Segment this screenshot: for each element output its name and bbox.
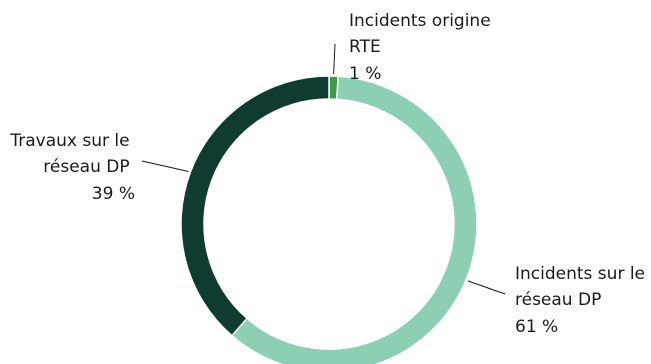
label-travaux-line-1: Travaux sur le <box>9 131 129 151</box>
label-incidents-reseau-line-1: Incidents sur le <box>515 264 645 284</box>
leader-incidents-reseau <box>467 280 506 295</box>
label-incidents-reseau-value: 61 % <box>515 317 558 337</box>
label-incidents-rte-line-2: RTE <box>349 37 381 57</box>
leader-lines-group <box>141 43 506 295</box>
label-incidents-reseau-line-2: réseau DP <box>515 290 601 310</box>
label-travaux: Travaux sur le réseau DP 39 % <box>9 131 135 204</box>
label-incidents-rte-line-1: Incidents origine <box>349 11 491 31</box>
slices-group <box>180 75 478 364</box>
leader-travaux <box>141 160 189 172</box>
label-incidents-rte: Incidents origine RTE 1 % <box>349 11 496 84</box>
label-travaux-line-2: réseau DP <box>43 157 129 177</box>
leader-incidents-rte <box>333 43 336 75</box>
slice-incidents-reseau <box>230 75 478 364</box>
label-incidents-reseau: Incidents sur le réseau DP 61 % <box>515 264 650 337</box>
label-incidents-rte-value: 1 % <box>349 64 381 84</box>
label-travaux-value: 39 % <box>92 184 135 204</box>
slice-travaux <box>180 75 330 337</box>
